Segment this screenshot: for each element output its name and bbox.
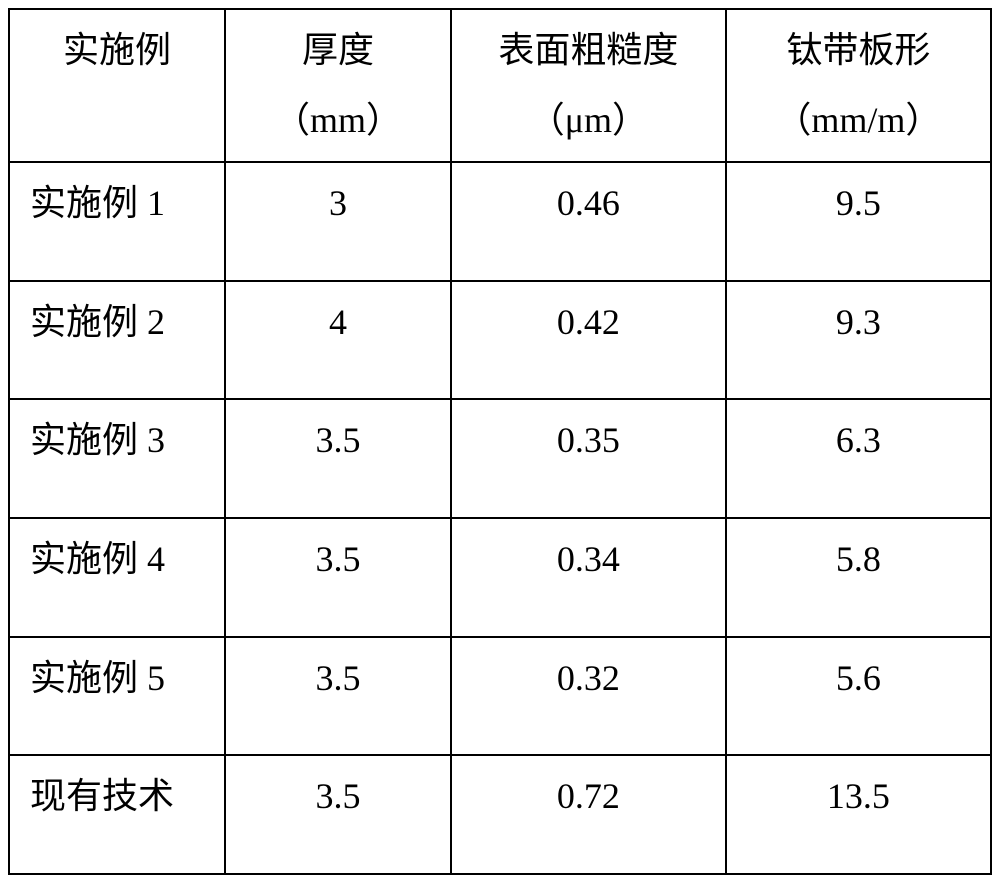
row-label: 实施例 5 [9, 637, 225, 756]
cell-shape: 5.8 [726, 518, 991, 637]
table-row: 实施例 3 3.5 0.35 6.3 [9, 399, 991, 518]
cell-thickness: 3.5 [225, 399, 451, 518]
cell-roughness: 0.46 [451, 162, 726, 281]
table-row: 实施例 4 3.5 0.34 5.8 [9, 518, 991, 637]
header-unit: （μm） [468, 92, 709, 150]
cell-thickness: 3.5 [225, 518, 451, 637]
header-unit: （mm） [242, 92, 434, 150]
cell-thickness: 3.5 [225, 637, 451, 756]
header-label: 钛带板形 [743, 22, 974, 80]
cell-shape: 13.5 [726, 755, 991, 874]
cell-roughness: 0.34 [451, 518, 726, 637]
cell-shape: 5.6 [726, 637, 991, 756]
table-row: 实施例 2 4 0.42 9.3 [9, 281, 991, 400]
table-header-row: 实施例 厚度 （mm） 表面粗糙度 （μm） 钛带板形 （mm/m） [9, 9, 991, 162]
row-label: 现有技术 [9, 755, 225, 874]
row-label: 实施例 1 [9, 162, 225, 281]
cell-roughness: 0.72 [451, 755, 726, 874]
data-table: 实施例 厚度 （mm） 表面粗糙度 （μm） 钛带板形 （mm/m） 实施例 1… [8, 8, 992, 875]
header-roughness: 表面粗糙度 （μm） [451, 9, 726, 162]
header-thickness: 厚度 （mm） [225, 9, 451, 162]
cell-thickness: 3 [225, 162, 451, 281]
table-row: 现有技术 3.5 0.72 13.5 [9, 755, 991, 874]
header-shape: 钛带板形 （mm/m） [726, 9, 991, 162]
row-label: 实施例 2 [9, 281, 225, 400]
header-unit: （mm/m） [743, 92, 974, 150]
cell-roughness: 0.32 [451, 637, 726, 756]
table-row: 实施例 5 3.5 0.32 5.6 [9, 637, 991, 756]
row-label: 实施例 4 [9, 518, 225, 637]
cell-roughness: 0.35 [451, 399, 726, 518]
cell-roughness: 0.42 [451, 281, 726, 400]
header-label: 厚度 [242, 22, 434, 80]
header-label: 表面粗糙度 [468, 22, 709, 80]
cell-shape: 6.3 [726, 399, 991, 518]
table-row: 实施例 1 3 0.46 9.5 [9, 162, 991, 281]
row-label: 实施例 3 [9, 399, 225, 518]
cell-shape: 9.5 [726, 162, 991, 281]
cell-thickness: 3.5 [225, 755, 451, 874]
cell-shape: 9.3 [726, 281, 991, 400]
cell-thickness: 4 [225, 281, 451, 400]
header-example: 实施例 [9, 9, 225, 162]
header-label: 实施例 [26, 22, 208, 80]
